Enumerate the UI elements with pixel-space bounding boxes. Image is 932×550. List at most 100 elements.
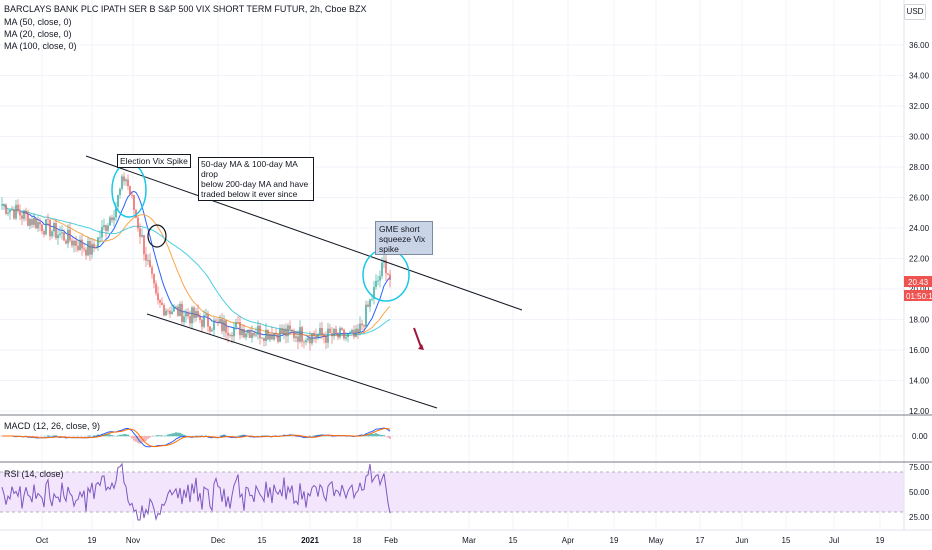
rsi-label[interactable]: RSI (14, close)	[4, 469, 64, 479]
candle-body	[27, 214, 29, 226]
candle-body	[209, 326, 211, 332]
candle-body	[271, 333, 273, 340]
candle-body	[349, 332, 351, 334]
candle-body	[25, 210, 27, 215]
macd-histogram-bar	[235, 436, 237, 437]
ma50-line	[1, 204, 391, 337]
candle-body	[91, 243, 93, 255]
candle-body	[325, 337, 327, 343]
price-tick-label: 12.00	[909, 407, 930, 416]
macd-histogram-bar	[237, 435, 239, 437]
candle-body	[181, 303, 183, 323]
currency-button[interactable]: USD	[904, 4, 926, 20]
candle-body	[377, 280, 379, 282]
candle-body	[319, 327, 321, 335]
macd-histogram-bar	[127, 434, 129, 437]
price-tick-label: 24.00	[909, 224, 930, 233]
note-election[interactable]: Election Vix Spike	[117, 154, 191, 168]
note-ma-drop[interactable]: 50-day MA & 100-day MA drop below 200-da…	[198, 157, 314, 201]
macd-histogram-bar	[85, 436, 87, 437]
candle-body	[337, 333, 339, 338]
macd-signal-line	[2, 428, 391, 448]
candle-body	[189, 316, 191, 324]
candle-body	[47, 219, 49, 221]
macd-histogram-bar	[165, 435, 167, 437]
candle-body	[199, 316, 201, 320]
candle-body	[371, 298, 373, 300]
candle-body	[149, 260, 151, 268]
candle-body	[379, 276, 381, 281]
indicator-ma20[interactable]: MA (20, close, 0)	[4, 29, 72, 39]
candle-body	[235, 322, 237, 328]
candle-body	[357, 328, 359, 333]
candle-body	[115, 206, 117, 218]
candle-body	[165, 310, 167, 316]
candle-body	[79, 239, 81, 251]
macd-histogram-bar	[297, 436, 299, 438]
macd-histogram-bar	[61, 436, 63, 437]
price-tick-label: 16.00	[909, 346, 930, 355]
macd-histogram-bar	[309, 435, 311, 437]
down-arrow-head	[418, 344, 424, 350]
candle-body	[177, 306, 179, 316]
candle-body	[233, 327, 235, 337]
candle-body	[239, 322, 241, 336]
candle-body	[245, 333, 247, 338]
candle-body	[125, 179, 127, 182]
candle-body	[253, 332, 255, 336]
candle-body	[269, 333, 271, 340]
candle-body	[101, 227, 103, 238]
candle-body	[273, 332, 275, 340]
candle-body	[207, 314, 209, 327]
candle-body	[159, 300, 161, 303]
time-tick-label: Feb	[384, 536, 398, 545]
rsi-tick-label: 75.00	[909, 463, 930, 472]
macd-histogram-bar	[175, 432, 177, 437]
macd-histogram-bar	[53, 435, 55, 437]
macd-histogram-bar	[377, 434, 379, 437]
channel-lower-line	[146, 313, 438, 409]
candle-body	[35, 217, 37, 229]
candle-body	[243, 329, 245, 338]
macd-histogram-bar	[113, 435, 115, 437]
candle-body	[331, 333, 333, 337]
price-tick-label: 36.00	[909, 41, 930, 50]
note-gme[interactable]: GME short squeeze Vix spike	[375, 221, 433, 255]
candle-body	[255, 334, 257, 336]
candle-body	[173, 306, 175, 312]
candle-body	[309, 338, 311, 344]
candle-body	[9, 209, 11, 213]
candle-body	[93, 243, 95, 248]
price-tick-label: 22.00	[909, 255, 930, 264]
candle-body	[347, 333, 349, 338]
price-tick-label: 34.00	[909, 72, 930, 81]
last-price-tag-bg	[904, 276, 932, 287]
indicator-ma50[interactable]: MA (50, close, 0)	[4, 17, 72, 27]
candle-body	[259, 325, 261, 339]
candle-body	[339, 328, 341, 338]
countdown-tag-bg	[904, 290, 932, 301]
time-tick-label: Jun	[736, 536, 749, 545]
macd-label[interactable]: MACD (12, 26, close, 9)	[4, 421, 101, 431]
rsi-band	[0, 472, 904, 512]
macd-histogram-bar	[291, 435, 293, 437]
macd-histogram-bar	[111, 435, 113, 437]
macd-histogram-bar	[65, 436, 67, 438]
macd-histogram-bar	[197, 435, 199, 437]
time-tick-label: 19	[610, 536, 619, 545]
candle-body	[5, 204, 7, 214]
macd-histogram-bar	[215, 436, 217, 437]
indicator-ma100[interactable]: MA (100, close, 0)	[4, 41, 77, 51]
candle-body	[223, 320, 225, 332]
macd-histogram-bar	[119, 434, 121, 437]
macd-histogram-bar	[379, 434, 381, 437]
macd-histogram-bar	[261, 435, 263, 437]
candle-body	[361, 323, 363, 326]
macd-histogram-bar	[185, 435, 187, 437]
candle-body	[375, 280, 377, 287]
macd-histogram-bar	[37, 436, 39, 437]
ma-cross-circle	[147, 224, 167, 248]
candle-body	[97, 237, 99, 249]
candle-body	[289, 325, 291, 330]
